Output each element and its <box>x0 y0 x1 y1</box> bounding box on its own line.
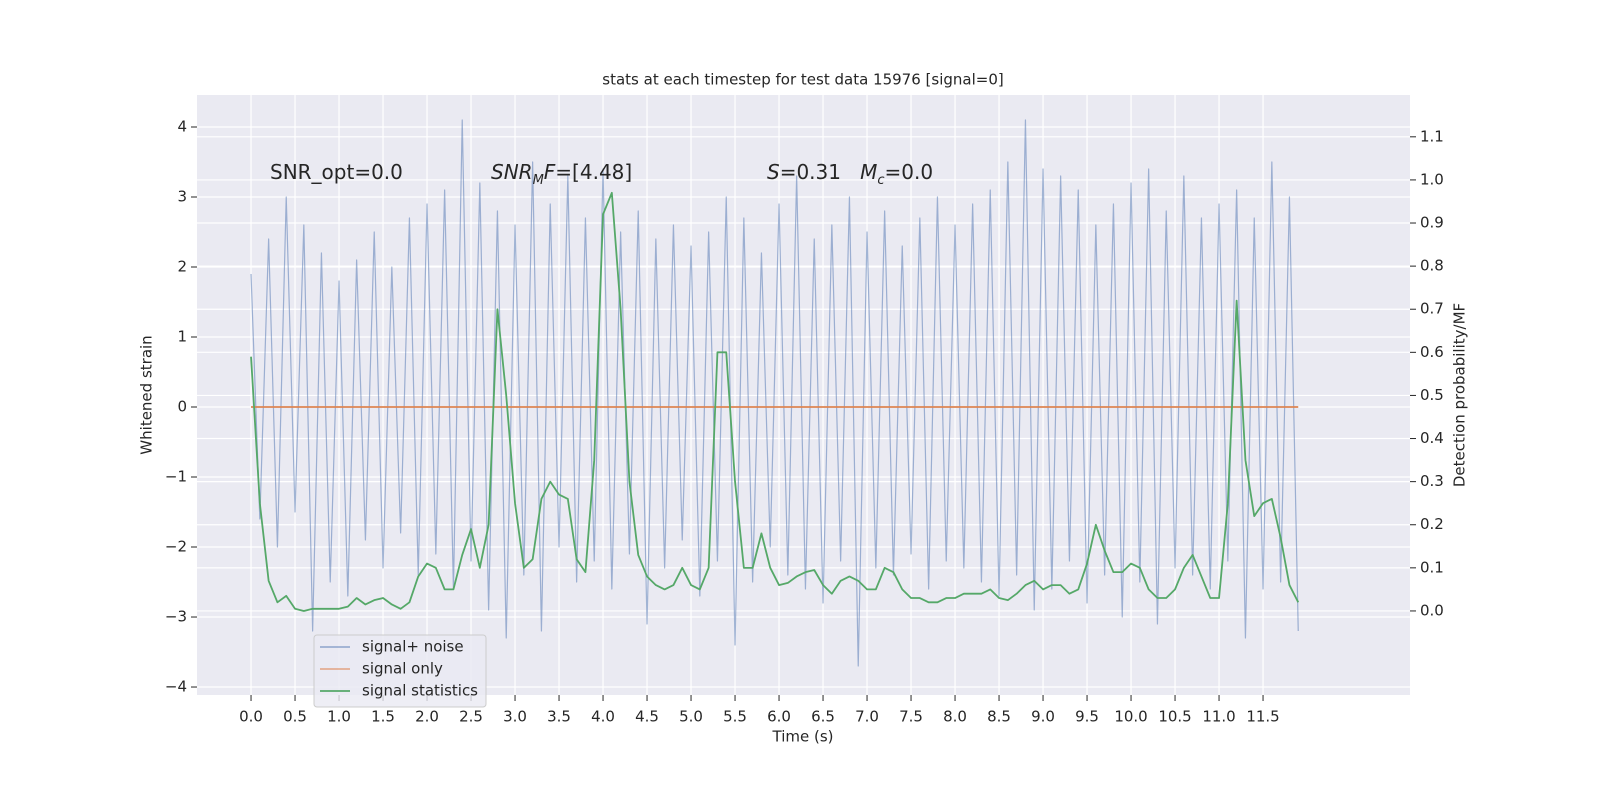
y-tick-label: 0 <box>177 398 187 416</box>
y2-tick-label: 0.9 <box>1420 214 1444 232</box>
legend: signal+ noise signal only signal statistic… <box>313 634 487 708</box>
series-line <box>250 119 1299 667</box>
x-tick-label: 11.5 <box>1246 708 1279 726</box>
x-tick-label: 5.5 <box>723 708 747 726</box>
y2-tick-label: 0.8 <box>1420 257 1444 275</box>
annotation: SNRMF=[4.48] <box>491 160 632 189</box>
chart-title: stats at each timestep for test data 159… <box>602 71 1003 89</box>
y-tick-label: 2 <box>177 257 187 275</box>
x-tick-label: 8.5 <box>987 708 1011 726</box>
x-tick-label: 11.0 <box>1202 708 1235 726</box>
y-tick-label: −3 <box>165 608 187 626</box>
legend-label: signal+ noise <box>362 638 464 656</box>
y-tick-label: −4 <box>165 678 187 696</box>
x-tick-label: 3.0 <box>503 708 527 726</box>
y2-axis-label: Detection probability/MF <box>1451 303 1469 487</box>
annotation-part: M <box>860 160 877 184</box>
x-axis-label: Time (s) <box>772 728 834 746</box>
y-tick-label: −2 <box>165 538 187 556</box>
y2-tick-label: 0.5 <box>1420 386 1444 404</box>
x-tick-label: 0.5 <box>283 708 307 726</box>
annotation-part: SNR_opt=0.0 <box>270 160 403 184</box>
x-tick-label: 2.0 <box>415 708 439 726</box>
x-tick-label: 2.5 <box>459 708 483 726</box>
x-tick-label: 9.0 <box>1031 708 1055 726</box>
legend-box <box>313 634 487 708</box>
x-tick-label: 0.0 <box>239 708 263 726</box>
y2-tick-label: 0.7 <box>1420 300 1444 318</box>
y-tick-label: 4 <box>177 117 187 135</box>
y2-tick-label: 1.1 <box>1420 127 1444 145</box>
x-tick-label: 7.5 <box>899 708 923 726</box>
series-line <box>250 191 1300 612</box>
x-tick-label: 9.5 <box>1075 708 1099 726</box>
x-tick-label: 1.0 <box>327 708 351 726</box>
annotation-part: c <box>877 173 884 188</box>
x-tick-label: 10.0 <box>1114 708 1147 726</box>
y-tick-label: 3 <box>177 187 187 205</box>
y2-tick-label: 1.0 <box>1420 170 1444 188</box>
x-tick-label: 5.0 <box>679 708 703 726</box>
annotation: SNR_opt=0.0 <box>270 160 403 184</box>
x-tick-label: 10.5 <box>1158 708 1191 726</box>
x-tick-label: 8.0 <box>943 708 967 726</box>
annotation-part: =0.31 <box>780 160 860 184</box>
y-axis-label: Whitened strain <box>138 335 156 454</box>
x-tick-label: 6.5 <box>811 708 835 726</box>
annotation: S=0.31 Mc=0.0 <box>767 160 933 189</box>
y2-tick-label: 0.3 <box>1420 472 1444 490</box>
annotation-part: S <box>767 160 780 184</box>
x-tick-label: 3.5 <box>547 708 571 726</box>
annotation-part: SNR <box>491 160 533 184</box>
annotation-part: =0.0 <box>885 160 934 184</box>
x-tick-label: 4.0 <box>591 708 615 726</box>
y2-tick-label: 0.4 <box>1420 429 1444 447</box>
y-tick-label: 1 <box>177 328 187 346</box>
y2-tick-label: 0.0 <box>1420 601 1444 619</box>
x-tick-label: 7.0 <box>855 708 879 726</box>
x-tick-label: 4.5 <box>635 708 659 726</box>
annotation-part: =[4.48] <box>555 160 632 184</box>
y2-tick-label: 0.2 <box>1420 515 1444 533</box>
x-tick-label: 1.5 <box>371 708 395 726</box>
x-tick-label: 6.0 <box>767 708 791 726</box>
legend-label: signal only <box>362 660 443 678</box>
annotation-part: F <box>544 160 556 184</box>
y2-tick-label: 0.6 <box>1420 343 1444 361</box>
y-tick-label: −1 <box>165 468 187 486</box>
legend-label: signal statistics <box>362 682 478 700</box>
y2-tick-label: 0.1 <box>1420 558 1444 576</box>
annotation-part: M <box>533 173 544 188</box>
